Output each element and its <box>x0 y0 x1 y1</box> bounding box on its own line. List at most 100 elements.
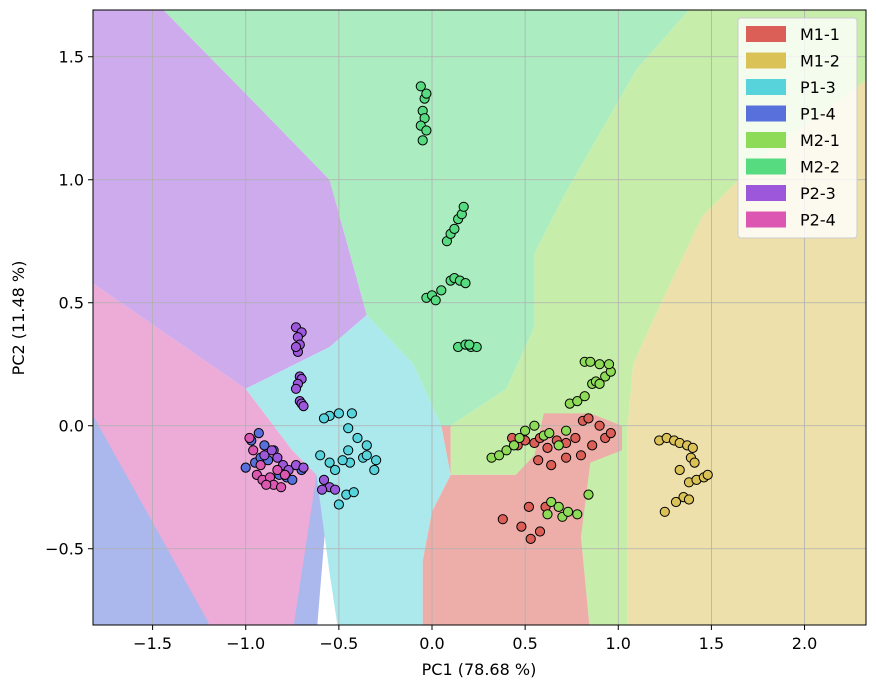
x-tick-label: 0.5 <box>512 634 537 653</box>
point-p2-4 <box>244 432 255 444</box>
x-tick-label: −1.5 <box>133 634 172 653</box>
point-p1-4 <box>253 428 264 439</box>
point-m1-1 <box>546 460 557 471</box>
point-m1-1 <box>587 440 598 451</box>
point-m2-2 <box>430 295 441 306</box>
point-p2-4 <box>272 464 283 476</box>
point-m2-1 <box>546 496 557 508</box>
point-p2-3 <box>290 383 302 394</box>
point-p1-3 <box>361 440 372 451</box>
legend-swatch <box>746 105 786 122</box>
legend-swatch <box>746 79 786 95</box>
point-m1-2 <box>689 457 700 468</box>
point-m2-2 <box>460 278 471 289</box>
plot-frame <box>92 9 867 626</box>
point-p2-3 <box>290 341 302 353</box>
point-m2-1 <box>579 391 590 402</box>
y-axis-ticks: −0.5 0.0 0.5 1.0 1.5 <box>45 48 93 559</box>
x-tick-label: 1.5 <box>699 634 724 653</box>
point-p1-3 <box>369 464 380 476</box>
point-m2-1 <box>572 396 583 407</box>
point-p1-3 <box>343 423 354 434</box>
legend-swatch <box>746 132 786 148</box>
point-p1-3 <box>348 487 359 498</box>
point-p2-3 <box>272 452 283 463</box>
point-m2-1 <box>594 359 605 370</box>
point-m2-2 <box>417 135 428 146</box>
point-p1-3 <box>371 455 382 466</box>
point-m1-1 <box>497 514 508 525</box>
y-axis-label: PC2 (11.48 %) <box>9 261 28 376</box>
region-m1-1 <box>422 413 622 625</box>
point-m2-1 <box>494 450 505 461</box>
region-m2-2 <box>163 10 690 426</box>
point-m2-1 <box>542 509 553 520</box>
point-m2-1 <box>562 506 574 517</box>
legend-label: P1-3 <box>800 78 836 97</box>
x-axis-label: PC1 (78.68 %) <box>422 660 537 679</box>
point-p1-3 <box>343 445 354 456</box>
point-p2-3 <box>266 445 277 456</box>
point-p2-4 <box>261 479 272 490</box>
point-m1-1 <box>575 450 587 461</box>
legend-swatch <box>746 185 786 201</box>
point-m2-1 <box>508 440 520 451</box>
point-m2-1 <box>553 440 564 451</box>
legend-label: P1-4 <box>800 105 836 124</box>
point-m2-1 <box>544 428 555 439</box>
point-m2-1 <box>583 489 594 500</box>
legend-box <box>737 17 858 239</box>
x-tick-label: 0.0 <box>419 634 444 653</box>
y-tick-label: 0.5 <box>59 294 84 313</box>
point-m2-2 <box>464 339 475 350</box>
y-tick-label: 1.5 <box>59 48 84 67</box>
point-p1-3 <box>346 408 357 419</box>
point-p1-3 <box>324 457 335 468</box>
region-p2-3 <box>93 10 367 389</box>
y-tick-label: 1.0 <box>59 171 84 190</box>
legend-swatch <box>746 26 786 42</box>
point-p2-3 <box>259 450 270 461</box>
point-m2-2 <box>449 223 460 234</box>
point-p1-3 <box>337 455 348 466</box>
point-m1-1 <box>583 413 594 424</box>
legend-label: M2-1 <box>800 131 840 150</box>
point-p1-3 <box>318 413 330 424</box>
point-m1-1 <box>523 501 535 512</box>
point-p1-3 <box>333 408 344 419</box>
point-m1-2 <box>687 442 698 453</box>
point-m2-1 <box>514 432 525 444</box>
point-m1-1 <box>570 432 581 444</box>
point-m2-2 <box>415 81 426 92</box>
point-m1-1 <box>561 452 572 463</box>
point-p2-3 <box>330 484 341 495</box>
point-p1-4 <box>287 474 298 485</box>
point-m1-2 <box>670 496 682 508</box>
point-m2-1 <box>594 378 605 389</box>
point-m1-2 <box>674 464 685 476</box>
legend-label: P2-3 <box>800 184 836 203</box>
y-tick-label: −0.5 <box>45 540 84 559</box>
point-p2-3 <box>318 474 330 485</box>
point-m2-2 <box>458 201 469 212</box>
point-m2-1 <box>501 445 512 456</box>
point-m1-2 <box>702 469 713 480</box>
point-p1-3 <box>333 499 344 510</box>
legend-label: M1-2 <box>800 52 840 71</box>
x-axis-ticks: −1.5 −1.0 −0.5 0.0 0.5 1.0 1.5 2.0 <box>133 625 817 653</box>
point-m1-1 <box>594 420 605 431</box>
legend-label: M1-1 <box>800 25 840 44</box>
point-m1-1 <box>534 526 546 537</box>
y-tick-label: 0.0 <box>59 417 84 436</box>
point-p1-3 <box>352 432 363 444</box>
point-p1-3 <box>330 464 341 476</box>
point-m2-1 <box>572 509 583 520</box>
point-m2-1 <box>561 425 572 436</box>
point-m2-2 <box>421 88 432 99</box>
point-p1-4 <box>259 440 270 451</box>
legend: M1-1 M1-2 P1-3 P1-4 M2-1 M2-2 P2-3 P2-4 <box>737 17 858 239</box>
data-points <box>240 81 713 545</box>
point-m1-1 <box>533 455 544 466</box>
legend-label: M2-2 <box>800 158 840 177</box>
point-p2-4 <box>279 469 290 480</box>
